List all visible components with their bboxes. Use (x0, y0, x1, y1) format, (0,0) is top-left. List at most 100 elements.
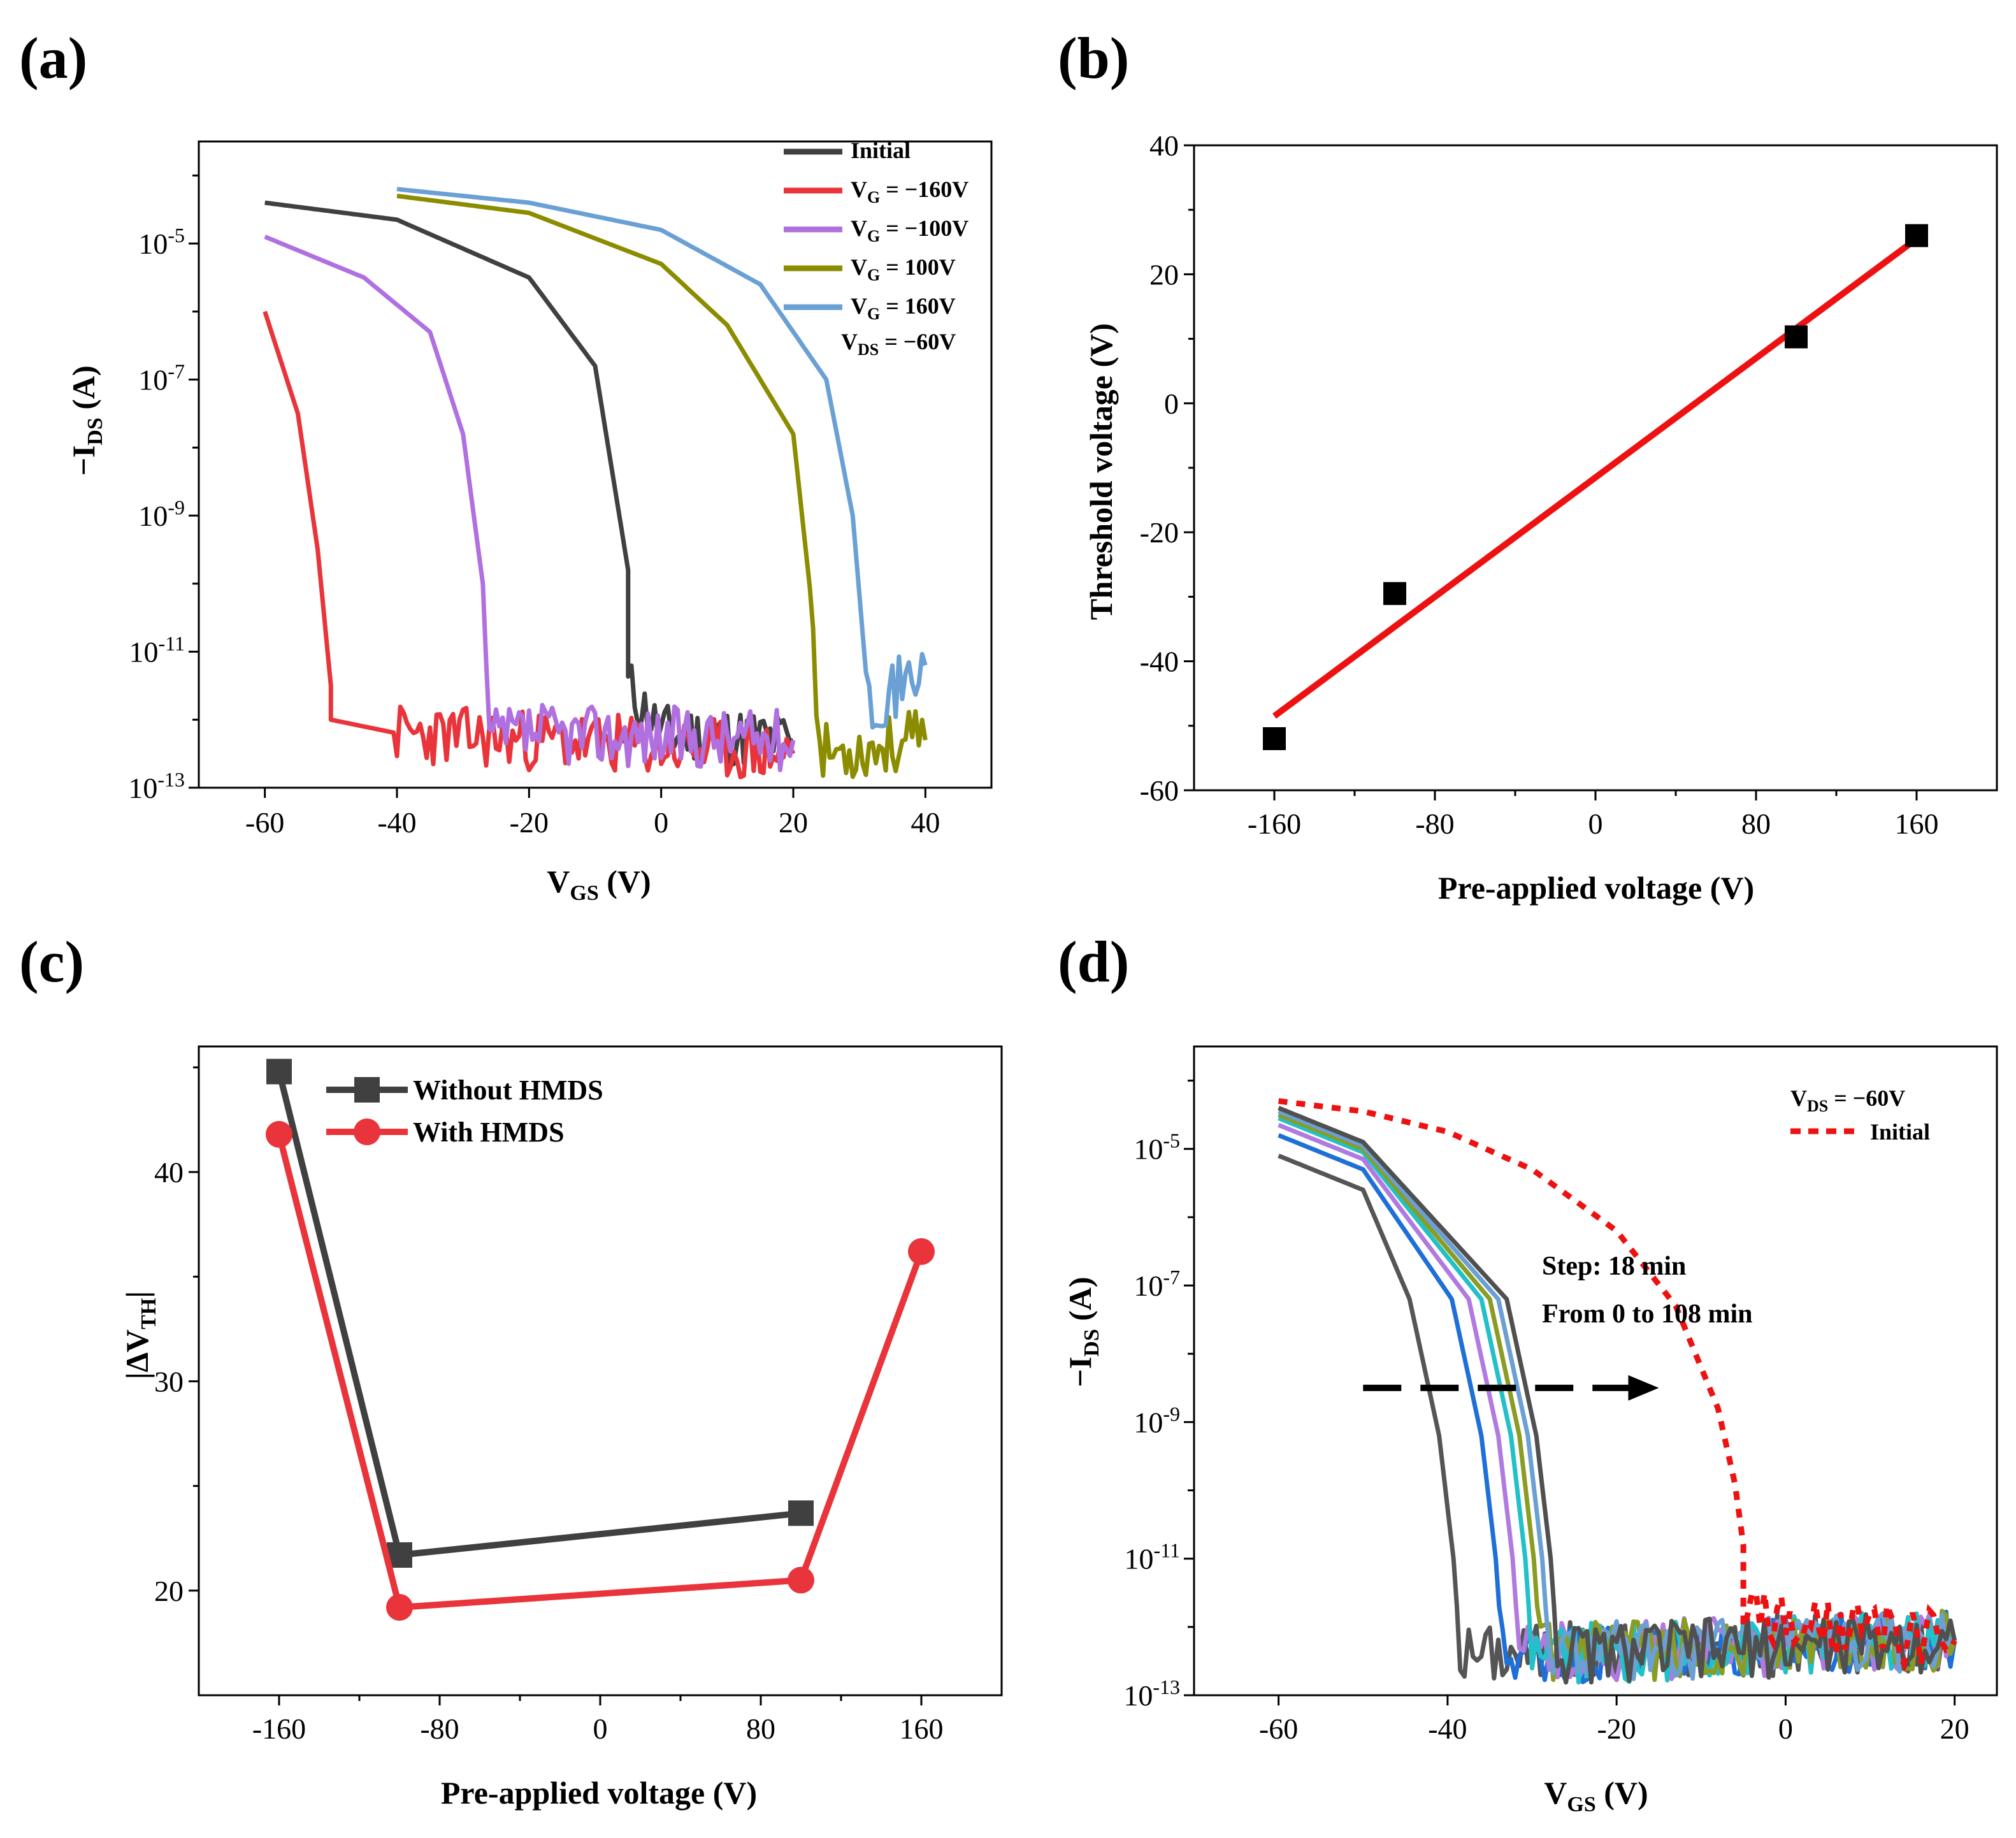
panel-a-axes (198, 140, 993, 789)
x-tick-label: -20 (510, 806, 549, 839)
shift-curve (1278, 1106, 1957, 1685)
panel-label-b: (b) (1058, 25, 1129, 90)
series-line (276, 1133, 925, 1611)
panel-a: (a) -60 -40 -20 0 20 40 10-5 10-7 10-9 10-11 10-13… (19, 25, 993, 905)
panel-c-marks (266, 1059, 935, 1621)
panel-label-a: (a) (19, 25, 87, 90)
x-tick-label: 20 (1940, 1712, 1969, 1745)
panel-c-legend: Without HMDS With HMDS (326, 1075, 603, 1148)
series-vg--160v (396, 187, 928, 730)
panel-d-y-axis-label: −IDS (A) (1062, 1277, 1104, 1387)
x-tick-label: -20 (1597, 1712, 1636, 1745)
x-tick-label: 160 (1895, 807, 1939, 840)
panel-d: (d) -60 -40 -20 0 20 10-5 10-7 10-9 10-11 10-13 V… (1058, 929, 1998, 1816)
y-tick-label: 0 (1164, 387, 1179, 420)
y-tick-label: 10-11 (129, 632, 185, 669)
y-tick-label: 10-5 (138, 224, 185, 260)
panel-c-axes (198, 1045, 1003, 1697)
range-text: From 0 to 108 min (1542, 1299, 1753, 1329)
legend-label: Initial (851, 138, 911, 163)
data-point (1785, 325, 1808, 349)
data-point-square (266, 1059, 292, 1085)
data-point-square (788, 1500, 814, 1526)
panel-c-ticks: -160 -80 0 80 160 20 30 40 (154, 1066, 944, 1745)
x-tick-label: 0 (1778, 1712, 1793, 1745)
panel-label-d: (d) (1058, 929, 1129, 994)
data-point-circle (266, 1120, 292, 1148)
panel-b-axes (1193, 144, 1998, 792)
x-tick-label: 0 (593, 1712, 608, 1745)
step-text: Step: 18 min (1542, 1252, 1686, 1281)
series-vg---160v (263, 310, 796, 779)
y-tick-label: 20 (1149, 258, 1179, 291)
y-tick-label: 10-13 (128, 768, 185, 804)
shift-curve (1278, 1122, 1957, 1682)
y-tick-label: 30 (154, 1365, 184, 1398)
panel-d-annotations: VDS = −60V Initial Step: 18 min From 0 to 1… (1363, 1085, 1930, 1401)
panel-label-c: (c) (19, 929, 84, 994)
vds-annotation: VDS = −60V (841, 329, 956, 359)
y-tick-label: 10-11 (1125, 1539, 1180, 1575)
panel-d-axes (1193, 1045, 1998, 1697)
y-tick-label: 10-9 (138, 496, 185, 532)
plot-frame (198, 140, 993, 789)
x-tick-label: 80 (1741, 807, 1771, 840)
data-point-circle (788, 1567, 814, 1594)
shift-curve (1278, 1116, 1957, 1685)
plot-frame (1193, 144, 1998, 792)
x-tick-label: -60 (1259, 1712, 1298, 1745)
x-tick-label: -160 (1248, 807, 1301, 840)
panel-a-ticks: -60 -40 -20 0 20 40 10-5 10-7 10-9 10-11 10-13 (128, 174, 940, 839)
panel-a-x-axis-label: VGS (V) (547, 864, 651, 905)
y-tick-label: -20 (1140, 516, 1179, 549)
legend-label: With HMDS (413, 1117, 565, 1148)
legend-label: VG = 160V (851, 293, 956, 323)
panel-b-ticks: -160 -80 0 80 160 40 20 0 -20 -40 -60 (1140, 129, 1939, 840)
legend-marker (354, 1077, 380, 1103)
shift-arrow-head (1628, 1375, 1659, 1401)
x-tick-label: 20 (779, 806, 808, 839)
panel-a-legend: Initial VG = −160V VG = −100V VG = 100V VG =… (784, 138, 968, 359)
panel-c-y-axis-label: |ΔVTH| (119, 1291, 161, 1380)
series-vg--100v (396, 193, 928, 779)
y-tick-label: 40 (1149, 129, 1179, 162)
series-initial (264, 200, 795, 768)
y-tick-label: 10-7 (138, 360, 185, 396)
y-tick-label: 20 (154, 1575, 184, 1607)
x-tick-label: -40 (377, 806, 416, 839)
panel-b: (b) -160 -80 0 80 160 40 20 0 -20 -40 -60 Pre-appl… (1058, 25, 1998, 906)
panel-d-ticks: -60 -40 -20 0 20 10-5 10-7 10-9 10-11 10-13 (1123, 1080, 1969, 1745)
data-point (1383, 582, 1406, 605)
y-tick-label: -40 (1140, 646, 1179, 678)
shift-curve (1278, 1112, 1957, 1682)
data-point-circle (908, 1238, 935, 1265)
y-tick-label: 40 (154, 1156, 184, 1189)
plot-frame (198, 1045, 1003, 1697)
data-point (1263, 727, 1286, 751)
panel-b-x-axis-label: Pre-applied voltage (V) (1438, 870, 1754, 906)
y-tick-label: 10-9 (1134, 1402, 1180, 1438)
initial-curve (1278, 1098, 1957, 1673)
fit-line (1272, 236, 1919, 719)
shift-curve (1278, 1133, 1957, 1684)
x-tick-label: -160 (252, 1712, 306, 1745)
panel-c-x-axis-label: Pre-applied voltage (V) (441, 1775, 757, 1811)
legend-marker (354, 1118, 380, 1145)
x-tick-label: -80 (420, 1712, 459, 1745)
x-tick-label: 80 (746, 1712, 775, 1745)
x-tick-label: 40 (911, 806, 940, 839)
data-point-circle (386, 1594, 413, 1621)
x-tick-label: 0 (1588, 807, 1603, 840)
panel-b-marks (1263, 224, 1928, 751)
panel-b-y-axis-label: Threshold voltage (V) (1083, 323, 1119, 620)
panel-d-x-axis-label: VGS (V) (1544, 1775, 1648, 1816)
series-vg---100v (264, 235, 796, 772)
shift-curve (1278, 1154, 1957, 1681)
y-tick-label: 10-5 (1134, 1129, 1180, 1166)
x-tick-label: -40 (1428, 1712, 1467, 1745)
x-tick-label: -80 (1415, 807, 1454, 840)
legend-label: VG = 100V (851, 254, 956, 284)
legend-label: VG = −160V (851, 177, 968, 206)
